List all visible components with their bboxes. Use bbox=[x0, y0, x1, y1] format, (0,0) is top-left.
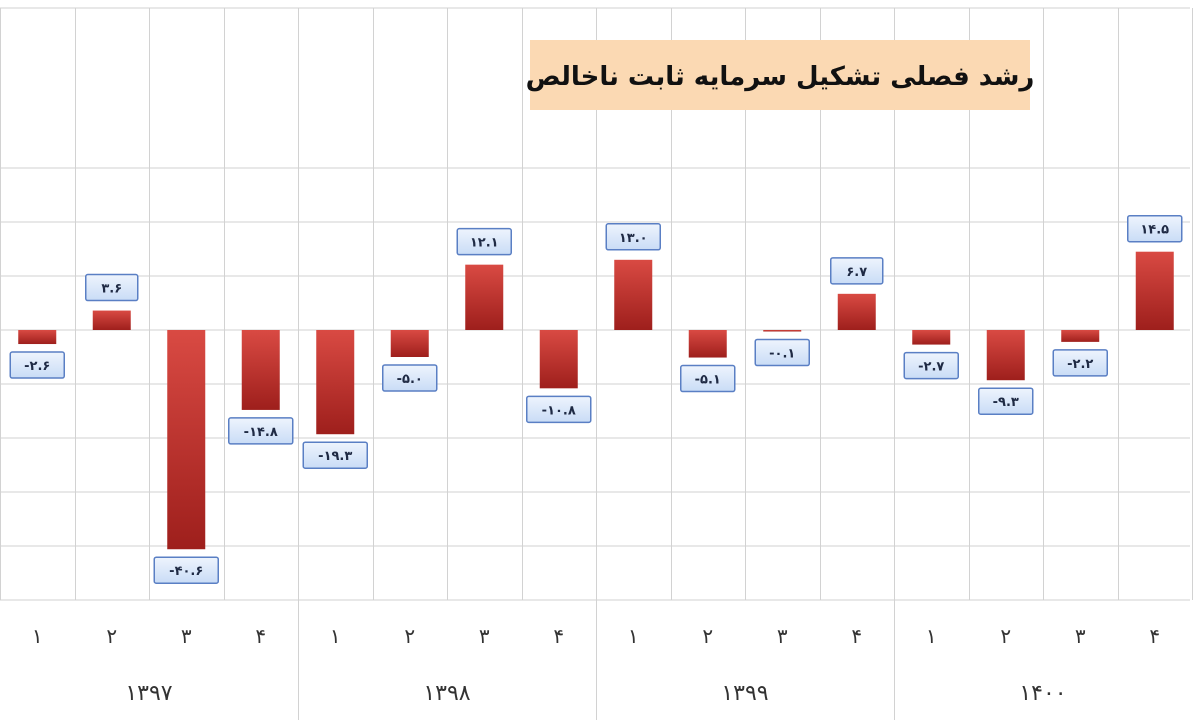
data-label: -۹.۳ bbox=[993, 395, 1019, 410]
data-label-box bbox=[680, 364, 736, 393]
quarter-tick-label: ۱ bbox=[926, 624, 937, 648]
data-label-box bbox=[754, 338, 810, 367]
quarter-tick-label: ۴ bbox=[1149, 624, 1160, 648]
year-label: ۱۳۹۹ bbox=[721, 681, 768, 706]
data-label-box bbox=[1052, 349, 1108, 377]
data-label: -۲.۶ bbox=[24, 359, 50, 374]
data-label-box bbox=[153, 556, 219, 584]
quarter-tick-label: ۲ bbox=[1000, 624, 1011, 648]
data-label-box bbox=[526, 395, 592, 424]
data-label: -۱۹.۳ bbox=[318, 449, 352, 464]
title-box: رشد فصلی تشکیل سرمایه ثابت ناخالص bbox=[526, 40, 1035, 110]
title-background bbox=[530, 40, 1030, 110]
data-label: ۱۴.۵ bbox=[1140, 223, 1169, 238]
data-label-box bbox=[1127, 214, 1183, 243]
data-label-box bbox=[228, 417, 294, 445]
bar bbox=[986, 330, 1025, 381]
data-label: ۱۳.۰ bbox=[619, 231, 648, 246]
bar bbox=[316, 330, 355, 435]
data-label: -۰.۱ bbox=[769, 347, 795, 362]
bar bbox=[1135, 251, 1174, 330]
bar bbox=[241, 330, 280, 410]
quarter-tick-label: ۱ bbox=[32, 624, 43, 648]
bar bbox=[1061, 330, 1100, 342]
data-label-box bbox=[605, 223, 661, 251]
quarter-tick-label: ۲ bbox=[702, 624, 713, 648]
bar bbox=[465, 264, 504, 330]
year-label: ۱۳۹۸ bbox=[423, 681, 470, 706]
data-label-box bbox=[830, 257, 884, 285]
quarter-tick-label: ۲ bbox=[404, 624, 415, 648]
data-label: ۶.۷ bbox=[846, 265, 867, 280]
bar bbox=[763, 330, 802, 332]
bar bbox=[539, 330, 578, 389]
chart-title: رشد فصلی تشکیل سرمایه ثابت ناخالص bbox=[526, 62, 1035, 92]
data-label-box bbox=[456, 227, 512, 256]
quarter-tick-label: ۳ bbox=[1075, 624, 1086, 648]
data-label-box bbox=[382, 364, 438, 392]
quarter-tick-label: ۴ bbox=[553, 624, 564, 648]
bar bbox=[18, 330, 57, 345]
x-axis: ۱ ۲ ۳ ۴ ۱۳۹۷ ۱ ۲ ۳ ۴ ۱۳۹۸ ۱ ۲ ۳ ۴ ۱۳۹۹ ۱ ۲ ۳ ۴ ۱۴۰۰ bbox=[32, 600, 1160, 720]
quarter-tick-label: ۱ bbox=[628, 624, 639, 648]
year-label: ۱۳۹۷ bbox=[125, 681, 172, 706]
data-label: -۲.۲ bbox=[1067, 357, 1093, 372]
bar bbox=[912, 330, 951, 345]
data-label: -۵.۱ bbox=[695, 373, 721, 388]
bar bbox=[92, 310, 131, 330]
data-label: ۱۲.۱ bbox=[470, 236, 499, 251]
data-label: -۲.۷ bbox=[918, 360, 944, 375]
data-label-box bbox=[903, 351, 959, 380]
year-label: ۱۴۰۰ bbox=[1019, 681, 1066, 706]
data-label: -۴۰.۶ bbox=[169, 564, 203, 579]
data-label-box bbox=[302, 441, 368, 469]
data-labels: -۲.۶ ۳.۶ -۴۰.۶ -۱۴.۸ -۱۹.۳ -۵.۰ ۱۲.۱ -۱۰.۸ ۱۳.۰ -… bbox=[9, 214, 1183, 584]
quarter-tick-label: ۳ bbox=[479, 624, 490, 648]
bar bbox=[167, 330, 206, 550]
bar bbox=[837, 293, 876, 330]
quarter-tick-label: ۱ bbox=[330, 624, 341, 648]
quarter-tick-label: ۳ bbox=[777, 624, 788, 648]
data-label: ۳.۶ bbox=[101, 282, 122, 297]
quarter-tick-label: ۴ bbox=[851, 624, 862, 648]
data-label: -۱۰.۸ bbox=[542, 403, 576, 418]
bars bbox=[18, 251, 1174, 550]
bar bbox=[390, 330, 429, 357]
bar bbox=[614, 259, 653, 330]
data-label-box bbox=[9, 351, 65, 379]
data-label-box bbox=[85, 273, 139, 302]
quarter-tick-label: ۴ bbox=[255, 624, 266, 648]
quarter-tick-label: ۳ bbox=[181, 624, 192, 648]
quarter-tick-label: ۲ bbox=[106, 624, 117, 648]
data-label-box bbox=[978, 387, 1034, 415]
data-label: -۵.۰ bbox=[397, 372, 423, 387]
data-label: -۱۴.۸ bbox=[244, 425, 278, 440]
bar bbox=[688, 330, 727, 358]
